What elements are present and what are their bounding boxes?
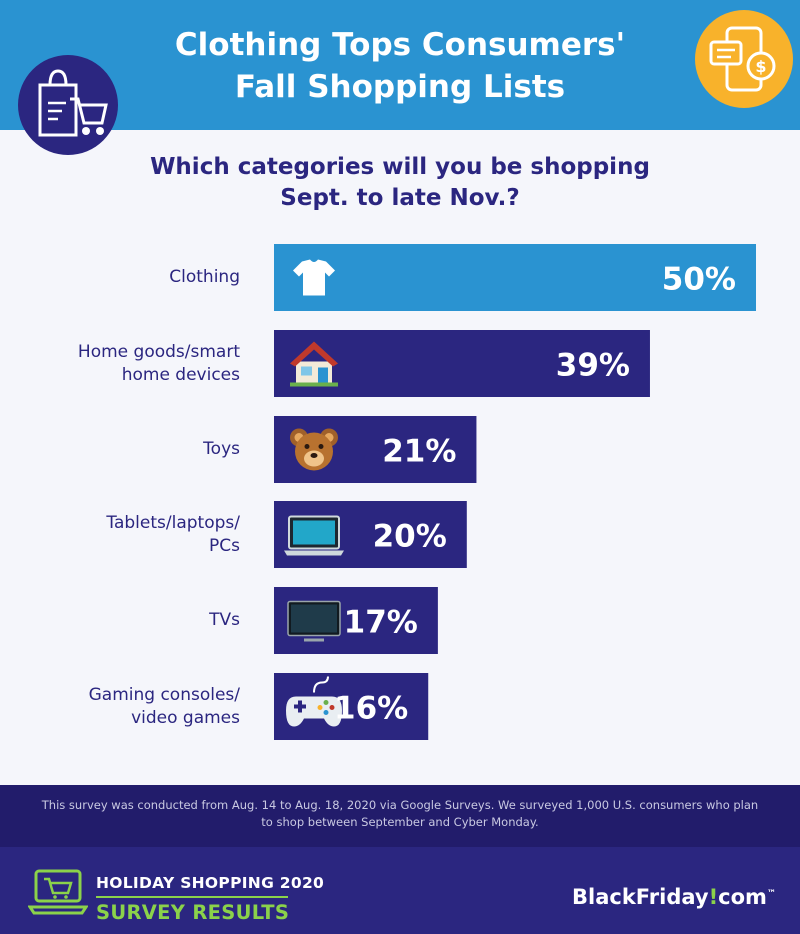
page-title: Clothing Tops Consumers' Fall Shopping L…	[0, 24, 800, 108]
bar-value-label: 16%	[334, 691, 408, 727]
category-label: Toys	[0, 438, 240, 461]
laptop-cart-icon	[27, 861, 89, 925]
category-label-line: PCs	[209, 535, 240, 556]
laptop-icon	[284, 515, 344, 556]
category-label-line: Home goods/smart	[77, 341, 240, 362]
survey-year-label: HOLIDAY SHOPPING 2020	[96, 874, 325, 892]
logo-tm: ™	[766, 889, 776, 899]
footnote-text: This survey was conducted from Aug. 14 t…	[41, 798, 759, 829]
bar-value-label: 21%	[382, 434, 456, 470]
bar-tshirt	[274, 244, 756, 311]
bar-value-label: 50%	[662, 262, 736, 298]
tshirt-icon	[293, 259, 335, 296]
teddy-bear-icon	[290, 428, 338, 471]
category-label-line: Toys	[203, 439, 240, 459]
chart-question: Which categories will you be shopping Se…	[0, 152, 800, 214]
category-label: Home goods/smart home devices	[0, 341, 240, 387]
footer-banner: HOLIDAY SHOPPING 2020 SURVEY RESULTS Bla…	[0, 847, 800, 934]
footer-divider	[96, 896, 288, 898]
svg-text:$: $	[755, 57, 766, 76]
bar-value-label: 17%	[344, 605, 418, 641]
survey-results-label: SURVEY RESULTS	[96, 901, 290, 924]
bar-value-label: 39%	[556, 348, 630, 384]
title-line-2: Fall Shopping Lists	[234, 69, 566, 105]
category-label: Clothing	[0, 266, 240, 289]
category-label: Tablets/laptops/PCs	[0, 512, 240, 558]
title-line-1: Clothing Tops Consumers'	[174, 27, 626, 63]
category-label: Gaming consoles/video games	[0, 684, 240, 730]
blackfriday-logo: BlackFriday!com™	[572, 885, 776, 909]
survey-footnote: This survey was conducted from Aug. 14 t…	[0, 785, 800, 847]
category-label-line: Clothing	[169, 267, 240, 287]
category-label-line: Tablets/laptops/	[106, 512, 240, 533]
category-label-line: home devices	[121, 364, 240, 385]
bar-chart: 50% 39% 21% 20% 17% 16%	[274, 244, 756, 740]
category-label: TVs	[0, 609, 240, 632]
logo-part-2: !	[708, 885, 719, 909]
shopping-bag-cart-icon	[18, 55, 118, 155]
tv-icon	[287, 600, 341, 642]
question-line-1: Which categories will you be shopping	[150, 154, 650, 180]
category-label-line: video games	[131, 707, 240, 728]
logo-part-3: com	[718, 885, 767, 909]
mobile-chat-dollar-icon: $	[695, 10, 793, 108]
question-line-2: Sept. to late Nov.?	[280, 185, 520, 211]
category-label-line: TVs	[209, 610, 240, 630]
house-icon	[290, 341, 338, 387]
gamepad-icon	[286, 676, 342, 727]
bar-value-label: 20%	[373, 519, 447, 555]
header-banner	[0, 0, 800, 130]
category-label-line: Gaming consoles/	[88, 684, 240, 705]
logo-part-1: BlackFriday	[572, 885, 709, 909]
